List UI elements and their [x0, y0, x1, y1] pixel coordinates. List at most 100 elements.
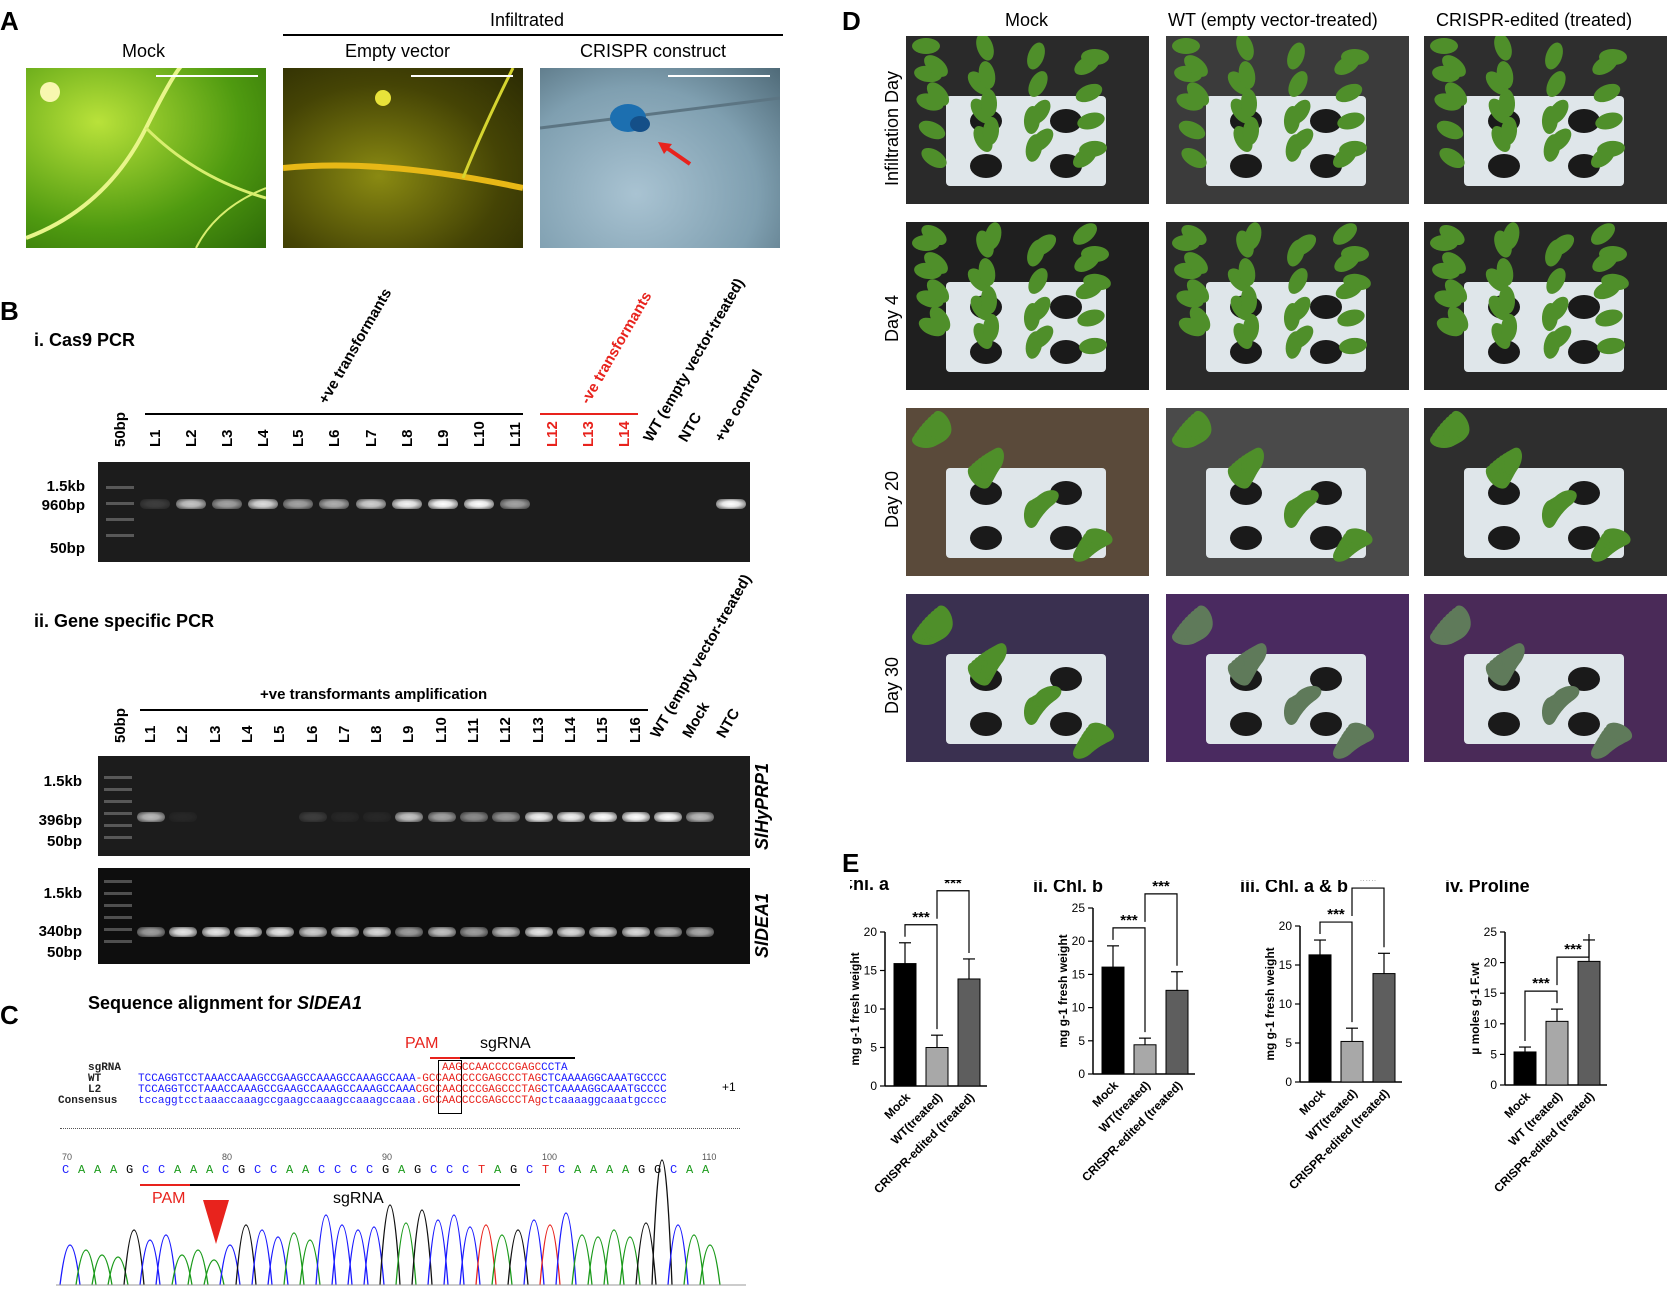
- cas9-band: [283, 499, 313, 509]
- trace-base: A: [206, 1163, 214, 1177]
- ladder-band: [106, 502, 134, 505]
- cas9-band: [464, 499, 494, 509]
- cas9-lane-l11: L11: [507, 421, 524, 447]
- cas9-band: [140, 499, 170, 509]
- cas9-lane-tail-1: NTC: [675, 409, 706, 445]
- prp-band: [492, 812, 521, 822]
- y-axis-label: mg g-1 fresh weight: [1263, 947, 1277, 1060]
- gene-lane-l16: L16: [626, 717, 644, 743]
- gene-lane-l15: L15: [594, 717, 612, 743]
- plant-photo: [1424, 408, 1667, 576]
- trace-base: C: [446, 1163, 454, 1177]
- bar: [1372, 973, 1396, 1083]
- trace-base: A: [686, 1163, 694, 1177]
- chromatogram-peak: [683, 1234, 705, 1286]
- ladder-band: [104, 788, 132, 791]
- trace-base: C: [62, 1163, 70, 1177]
- prp-band: [330, 812, 359, 822]
- y-tick-label: 15: [864, 964, 878, 978]
- sgrna-line-top: [460, 1057, 575, 1059]
- leaf-veins: [26, 68, 266, 248]
- plant-photo: [1424, 222, 1667, 390]
- trace-base: A: [702, 1163, 710, 1177]
- chart-title: iv. Proline: [1445, 880, 1530, 896]
- prp-band: [169, 812, 198, 822]
- trace-base: A: [606, 1163, 614, 1177]
- neg-group-line: [540, 413, 638, 415]
- dea-band: [363, 927, 392, 937]
- sig-bracket: [1112, 927, 1146, 1033]
- trace-position: 100: [542, 1152, 558, 1162]
- cas9-band: [319, 499, 349, 509]
- chromatogram-peak: [315, 1214, 337, 1286]
- red-arrow-icon: [658, 142, 672, 154]
- dea-band: [233, 927, 262, 937]
- pam-line-top: [430, 1057, 460, 1059]
- cas9-band: [500, 499, 530, 509]
- ladder-band: [104, 940, 132, 943]
- cas9-ladder-label: 50bp: [112, 411, 129, 447]
- pam-line-bottom: [140, 1184, 190, 1186]
- chromatogram-peak: [235, 1224, 257, 1286]
- bar: [1308, 954, 1332, 1083]
- panel-d-letter: D: [842, 6, 861, 36]
- cas9-size-1-5kb: 1.5kb: [46, 478, 85, 495]
- alignment-row-name: WT: [88, 1073, 102, 1085]
- cas9-lane-tail-2: +ve control: [711, 366, 767, 445]
- trace-base: C: [526, 1163, 534, 1177]
- ladder-band: [104, 776, 132, 779]
- gene-lane-l9: L9: [400, 725, 418, 743]
- cas9-pcr-title: i. Cas9 PCR: [34, 330, 136, 350]
- y-tick-label: 5: [1078, 1034, 1085, 1048]
- prp-band: [589, 812, 618, 822]
- leaf-photo-empty-vector: [283, 68, 523, 248]
- cas9-band: [428, 499, 458, 509]
- cas9-band: [392, 499, 422, 509]
- plant-photo: [906, 36, 1149, 204]
- chromatogram-peak: [475, 1224, 497, 1286]
- gene-pcr-title: ii. Gene specific PCR: [34, 611, 215, 631]
- leaf-photo-mock: [26, 68, 266, 248]
- pos-group-line: [145, 413, 523, 415]
- gene-lane-l13: L13: [529, 717, 547, 743]
- ladder-band: [104, 824, 132, 827]
- prp-size-396bp: 396bp: [38, 812, 82, 829]
- trace-position: 90: [382, 1152, 393, 1162]
- prp-band: [363, 812, 392, 822]
- plant-photo: [906, 594, 1149, 762]
- y-tick-label: 20: [864, 925, 878, 939]
- dea-band: [654, 927, 682, 937]
- trace-base: C: [462, 1163, 470, 1177]
- y-tick-label: 15: [1279, 958, 1293, 972]
- y-axis-label: mg g-1 fresh weight: [850, 952, 862, 1065]
- trace-base: G: [126, 1163, 134, 1177]
- sig-label: ***: [1532, 975, 1550, 992]
- caption-mock: Mock: [122, 41, 166, 61]
- y-tick-label: 0: [1285, 1075, 1292, 1089]
- cas9-lane-l14: L14: [616, 421, 633, 447]
- chromatogram-peak: [603, 1229, 625, 1286]
- cas9-band: [716, 499, 746, 509]
- trace-base: A: [574, 1163, 582, 1177]
- red-triangle-icon: [203, 1200, 229, 1244]
- y-tick-label: 10: [1484, 1017, 1498, 1031]
- trace-base: A: [590, 1163, 598, 1177]
- dea-band: [169, 927, 198, 937]
- pos-amp-line: [140, 709, 648, 711]
- alignment-title-prefix: Sequence alignment for: [88, 993, 298, 1013]
- trace-base: C: [270, 1163, 278, 1177]
- bar: [1577, 960, 1601, 1086]
- trace-base: C: [366, 1163, 374, 1177]
- pos-amp-label: +ve transformants amplification: [260, 686, 488, 703]
- chromatogram: [56, 1159, 746, 1286]
- cas9-size-50bp: 50bp: [49, 540, 85, 557]
- cas9-lane-l3: L3: [219, 429, 236, 447]
- plant-photo: [906, 222, 1149, 390]
- dea-gel: [98, 868, 750, 964]
- bar: [1340, 1040, 1364, 1083]
- row-label: Day 4: [882, 294, 902, 342]
- trace-base: A: [190, 1163, 198, 1177]
- cas9-lane-l9: L9: [435, 429, 452, 447]
- trace-base: A: [302, 1163, 310, 1177]
- trace-base: A: [94, 1163, 102, 1177]
